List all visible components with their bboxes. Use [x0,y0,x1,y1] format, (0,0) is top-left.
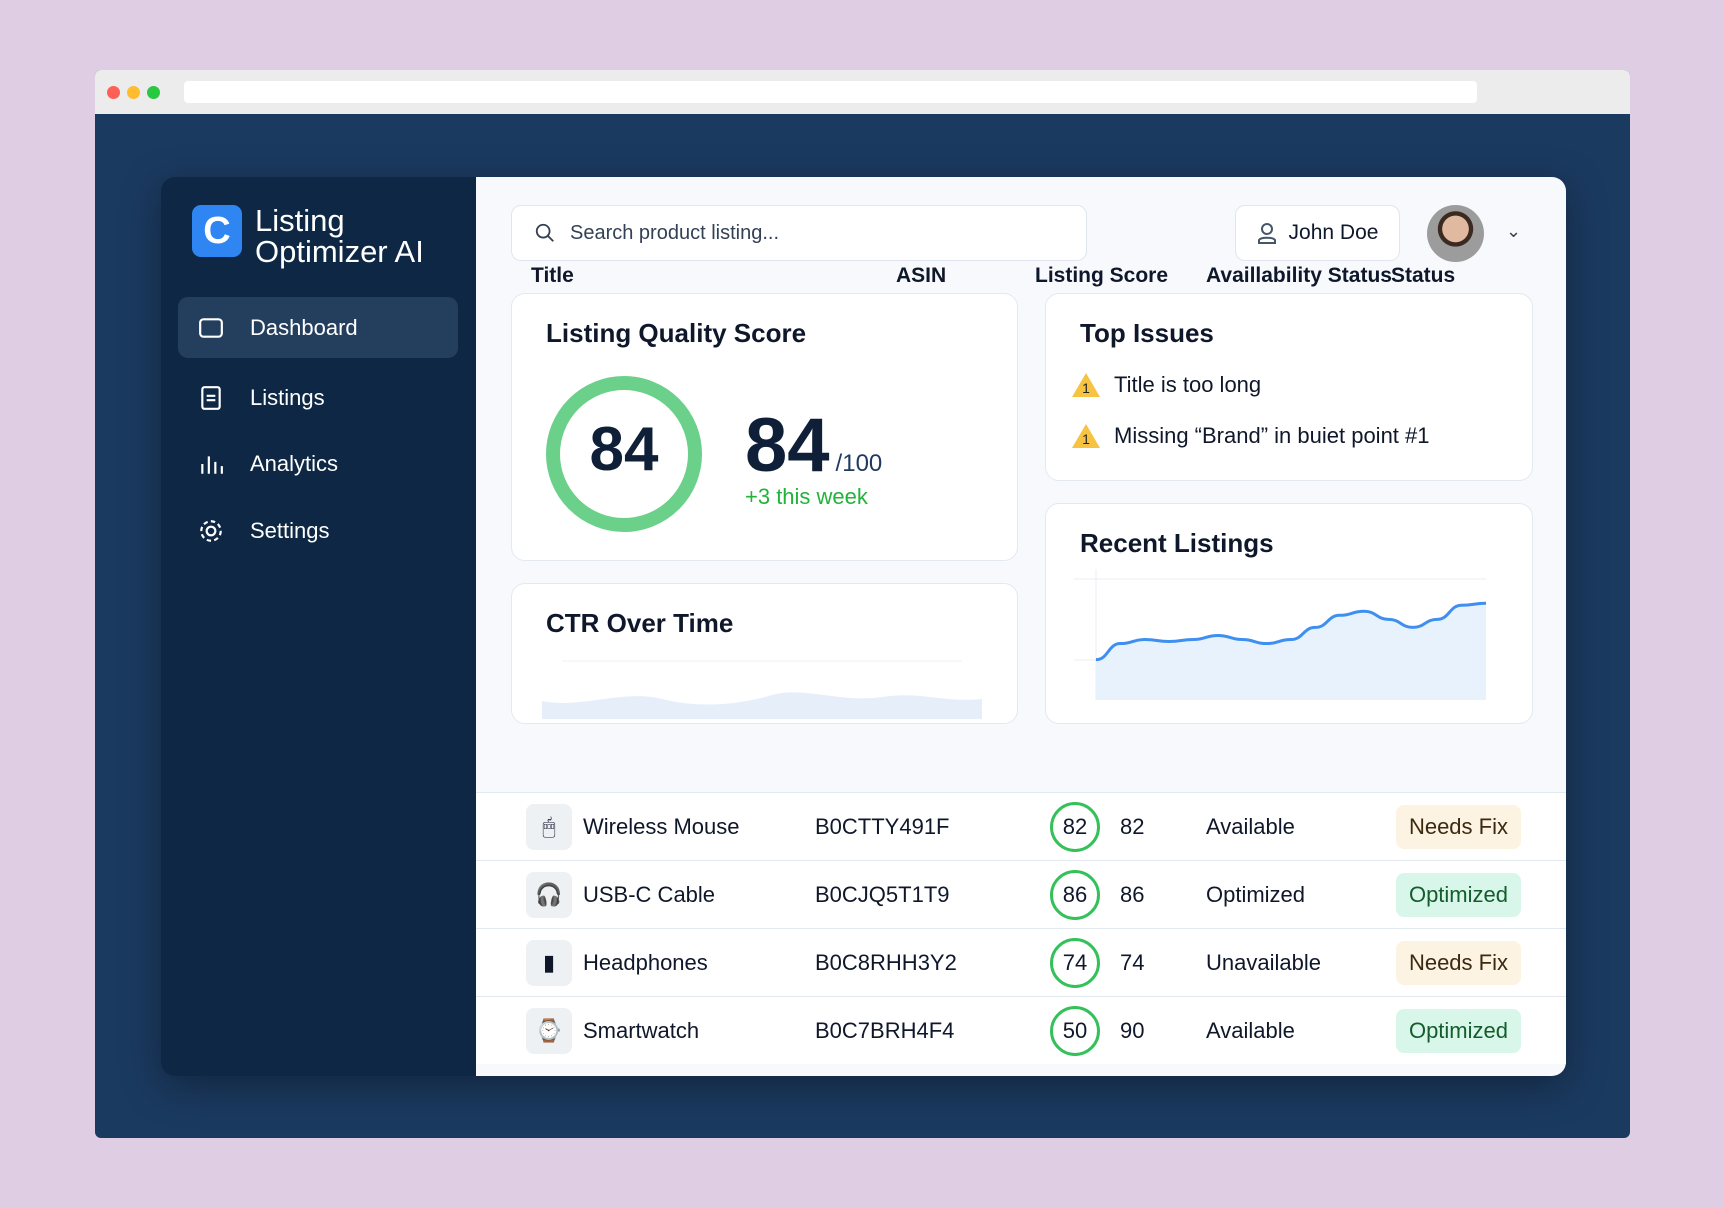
address-bar[interactable] [184,81,1477,103]
chevron-down-icon[interactable]: ⌄ [1506,221,1522,241]
avatar[interactable] [1427,205,1484,262]
product-title[interactable]: Wireless Mouse [583,813,740,839]
card-title: CTR Over Time [546,608,734,638]
table-row[interactable]: 🖱 Wireless Mouse B0CTTY491F 82 82 Availa… [476,792,1566,860]
top-issues-card: Top Issues 1 Title is too long 1 Missing “… [1045,293,1533,481]
recent-listings-chart [1074,569,1487,700]
card-title: Recent Listings [1080,528,1274,558]
ctr-sparkline [542,660,982,719]
sidebar: C Listing Optimizer AI Dashboard Listings… [161,177,476,1076]
sidebar-item-label: Settings [250,517,330,543]
issue-text: Missing “Brand” in buiet point #1 [1114,423,1430,448]
ctr-card: CTR Over Time [511,583,1018,724]
availability-status: Optimized [1206,881,1306,907]
bar-chart-icon [201,455,223,474]
listing-score: 74 [1120,949,1145,975]
status-badge: Optimized [1395,872,1521,917]
logo-icon: C [192,205,242,257]
recent-listings-card: Recent Listings [1045,503,1533,724]
score-ring: 86 [1050,869,1100,920]
browser-titlebar [95,70,1630,114]
product-asin: B0C8RHH3Y2 [815,949,957,975]
product-title[interactable]: Smartwatch [583,1017,700,1043]
product-title[interactable]: Headphones [583,949,708,975]
score-summary: 84 /100 [745,402,882,489]
issue-item[interactable]: 1 Title is too long [1072,372,1261,398]
sidebar-item-listings[interactable]: Listings [178,367,458,428]
availability-status: Available [1206,813,1295,839]
issue-text: Title is too long [1114,372,1262,397]
close-window-button[interactable] [107,86,120,99]
maximize-window-button[interactable] [147,86,160,99]
chart-area [1096,603,1486,700]
listing-score: 90 [1120,1017,1145,1043]
column-header-availability[interactable]: Availlability Status [1206,264,1392,287]
score-ring: 50 [1050,1005,1100,1056]
product-asin: B0CTTY491F [815,813,950,839]
sidebar-item-label: Analytics [250,450,339,476]
minimize-window-button[interactable] [127,86,140,99]
quality-score-card: Listing Quality Score 84 84 /100 +3 this… [511,293,1018,561]
score-ring [546,376,702,532]
product-asin: B0CJQ5T1T9 [815,881,950,907]
product-asin: B0C7BRH4F4 [815,1017,955,1043]
document-icon [201,385,221,410]
table-row[interactable]: ▮ Headphones B0C8RHH3Y2 74 74 Unavailabl… [476,928,1566,996]
warning-icon: 1 [1072,373,1100,397]
user-button[interactable]: John Doe [1235,205,1400,261]
brand-line-1: Listing [255,203,345,238]
product-thumbnail: 🖱 [526,803,572,850]
score-max: /100 [835,450,883,477]
score-ring-value: 84 [589,415,659,484]
card-title: Top Issues [1080,318,1214,348]
main-content: Search product listing... John Doe ⌄ Lis… [476,177,1566,1076]
chart-line [1095,601,1487,662]
square-icon [199,317,223,338]
product-thumbnail: ⌚ [526,1007,572,1054]
availability-status: Unavailable [1206,949,1321,975]
sidebar-item-settings[interactable]: Settings [178,500,458,561]
card-title: Listing Quality Score [546,318,807,348]
column-header-score[interactable]: Listing Score [1035,264,1169,287]
search-icon [535,223,554,242]
app-shell: C Listing Optimizer AI Dashboard Listings… [161,177,1566,1076]
product-thumbnail: ▮ [526,939,572,986]
status-badge: Needs Fix [1395,804,1521,849]
sidebar-item-analytics[interactable]: Analytics [178,433,458,494]
column-header-asin[interactable]: ASIN [896,264,947,287]
column-header-status[interactable]: Status [1391,264,1456,287]
brand-name: Listing Optimizer AI [255,205,424,267]
sidebar-item-dashboard[interactable]: Dashboard [178,297,458,358]
score-ring: 74 [1050,937,1100,988]
score-change: +3 this week [745,484,868,509]
score-ring: 82 [1050,801,1100,852]
status-badge: Needs Fix [1395,940,1521,985]
search-placeholder: Search product listing... [570,221,779,244]
search-input[interactable]: Search product listing... [511,205,1087,261]
brand-line-2: Optimizer AI [255,234,424,269]
column-header-title[interactable]: Title [531,264,574,287]
listing-score: 82 [1120,813,1145,839]
listing-score: 86 [1120,881,1145,907]
gear-icon [200,519,222,542]
status-badge: Optimized [1395,1008,1521,1053]
table-row[interactable]: ⌚ Smartwatch B0C7BRH4F4 50 90 Available … [476,996,1566,1064]
user-name: John Doe [1288,221,1379,244]
sidebar-item-label: Dashboard [250,314,358,340]
sidebar-item-label: Listings [250,384,325,410]
issue-item[interactable]: 1 Missing “Brand” in buiet point #1 [1072,423,1430,449]
product-title[interactable]: USB-C Cable [583,881,716,907]
warning-icon: 1 [1072,424,1100,448]
table-row[interactable]: 🎧 USB-C Cable B0CJQ5T1T9 86 86 Optimized… [476,860,1566,928]
score-value: 84 [745,403,830,488]
user-icon [1257,223,1276,244]
availability-status: Available [1206,1017,1295,1043]
product-thumbnail: 🎧 [526,871,572,918]
